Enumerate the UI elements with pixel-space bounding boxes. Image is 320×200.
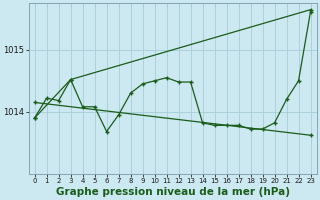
X-axis label: Graphe pression niveau de la mer (hPa): Graphe pression niveau de la mer (hPa) xyxy=(56,187,290,197)
